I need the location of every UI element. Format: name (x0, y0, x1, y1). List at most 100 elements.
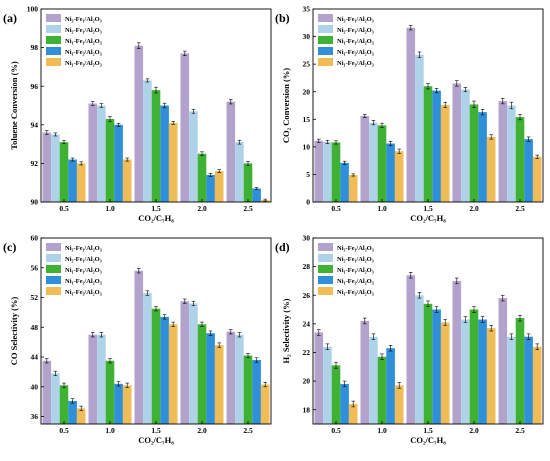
bar (214, 345, 224, 424)
bar (59, 142, 69, 202)
bar (440, 322, 450, 424)
y-tick-label: 56 (31, 263, 39, 272)
y-tick-label: 20 (303, 377, 311, 386)
legend-label: Ni₁-Fe₁/Al₂O₃ (65, 267, 102, 274)
bar (189, 111, 198, 202)
legend-swatch (46, 265, 61, 273)
x-tick-label: 2.0 (197, 204, 207, 213)
bar (515, 117, 525, 202)
bar (314, 332, 324, 424)
bar (134, 270, 144, 424)
bar (452, 83, 462, 202)
y-tick-label: 52 (31, 293, 39, 302)
bar (68, 159, 77, 202)
bar (386, 143, 395, 202)
x-tick-label: 0.5 (331, 426, 341, 435)
bar (360, 115, 370, 202)
bar (51, 134, 60, 202)
legend-label: Ni₂-Fe₁/Al₂O₃ (65, 27, 102, 34)
bar (507, 105, 516, 202)
legend-label: Ni₂-Fe₁/Al₂O₃ (337, 27, 374, 34)
bar (226, 101, 236, 202)
panel-label: (d) (275, 240, 290, 254)
bar (252, 360, 261, 424)
legend-swatch (46, 58, 61, 66)
bar (214, 171, 224, 202)
bar (323, 141, 332, 202)
x-tick-label: 1.0 (105, 204, 115, 213)
bar (432, 309, 441, 424)
bar (532, 156, 542, 202)
bar (377, 125, 387, 202)
bar (360, 320, 370, 424)
bar (42, 360, 52, 424)
bar (415, 54, 424, 202)
bar (226, 331, 236, 424)
legend-swatch (46, 14, 61, 22)
bar (143, 293, 152, 424)
x-tick-label: 0.5 (331, 204, 341, 213)
bar (97, 105, 106, 202)
y-tick-label: 100 (27, 5, 39, 14)
bar (314, 140, 324, 202)
x-tick-label: 0.5 (59, 426, 69, 435)
y-tick-label: 30 (303, 234, 311, 243)
bar (114, 383, 123, 424)
legend-swatch (318, 58, 333, 66)
bar (369, 122, 378, 202)
x-tick-label: 0.5 (59, 204, 69, 213)
bar (452, 280, 462, 424)
bar (168, 122, 178, 202)
bar (122, 159, 132, 202)
x-tick-label: 2.0 (197, 426, 207, 435)
bar (323, 346, 332, 424)
y-axis-label: H₂ Selectivity (%) (281, 298, 291, 363)
legend-label: Ni₁-Fe₁/Al₂O₃ (65, 38, 102, 45)
legend-swatch (46, 47, 61, 55)
legend-label: Ni₁-Fe₁/Al₂O₃ (337, 267, 374, 274)
x-tick-label: 2.5 (243, 204, 253, 213)
bar (235, 334, 244, 424)
legend-swatch (318, 265, 333, 273)
bar (423, 303, 433, 424)
bar (394, 151, 404, 202)
bar (105, 119, 115, 202)
x-tick-label: 1.5 (151, 204, 161, 213)
y-axis-label: CO₂ Conversion (%) (281, 68, 291, 143)
bar (168, 324, 178, 424)
bar (122, 385, 132, 424)
x-tick-label: 2.0 (469, 426, 479, 435)
bar (486, 328, 496, 424)
bar (76, 163, 86, 202)
x-tick-label: 2.5 (515, 204, 525, 213)
y-tick-label: 40 (31, 382, 39, 391)
y-tick-label: 60 (31, 234, 39, 243)
bar (478, 319, 487, 424)
y-tick-label: 96 (31, 82, 39, 91)
bar (260, 384, 270, 424)
bar (469, 309, 479, 424)
y-tick-label: 20 (303, 87, 311, 96)
bar (114, 124, 123, 202)
legend-swatch (318, 36, 333, 44)
y-tick-label: 44 (31, 353, 39, 362)
bar (340, 383, 349, 424)
bar (134, 45, 144, 202)
y-tick-label: 24 (303, 319, 311, 328)
bar (478, 112, 487, 202)
x-tick-label: 1.0 (377, 426, 387, 435)
bar (524, 139, 533, 202)
y-tick-label: 35 (303, 5, 311, 14)
legend-swatch (318, 47, 333, 55)
bar (206, 174, 215, 202)
legend-swatch (46, 25, 61, 33)
y-tick-label: 30 (303, 32, 311, 41)
legend-swatch (318, 243, 333, 251)
x-tick-label: 2.5 (515, 426, 525, 435)
bar (180, 53, 190, 202)
bar (461, 319, 470, 424)
bar (415, 295, 424, 424)
bar (151, 308, 161, 424)
y-tick-label: 92 (31, 159, 39, 168)
